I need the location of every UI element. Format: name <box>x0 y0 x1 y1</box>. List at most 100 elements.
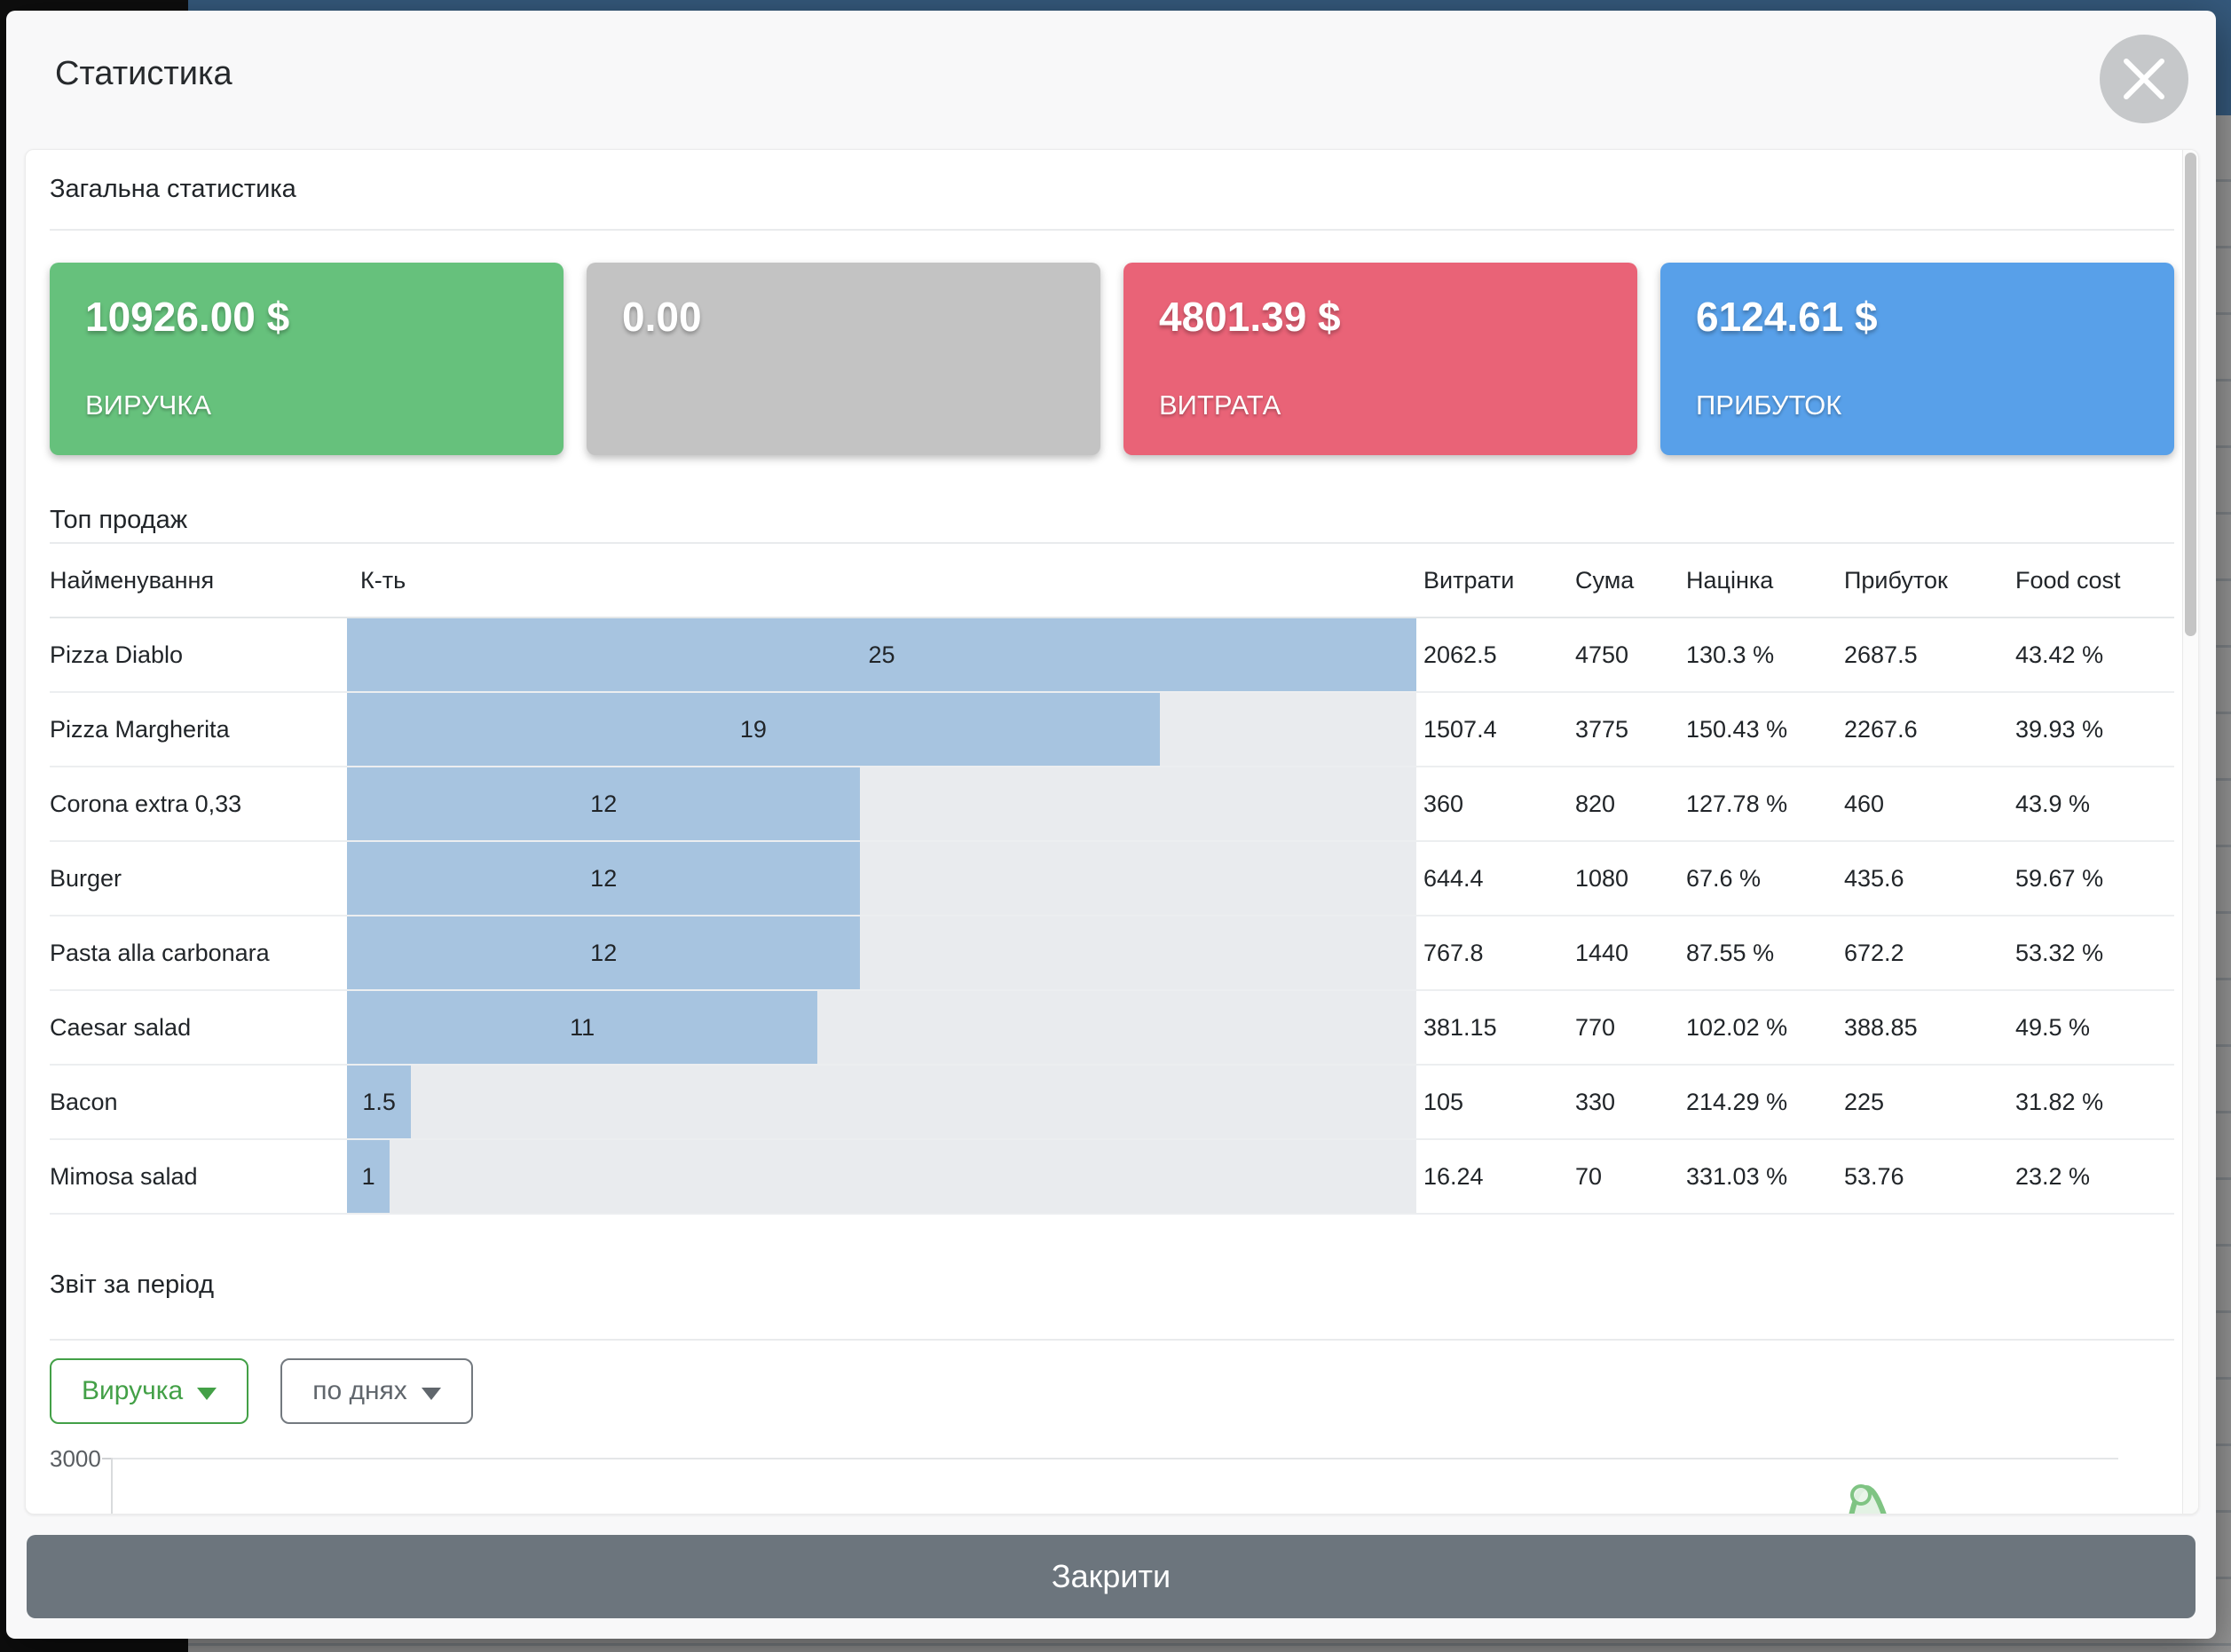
cell-qty-bar: 25 <box>347 618 1423 691</box>
cell-sum: 1080 <box>1575 864 1629 892</box>
qty-bar: 12 <box>347 842 861 915</box>
cell-qty-bar: 12 <box>347 842 1423 915</box>
stat-card-0: 10926.00 $ ВИРУЧКА <box>50 263 564 455</box>
chevron-down-icon <box>421 1387 441 1400</box>
cell-name: Corona extra 0,33 <box>50 790 242 817</box>
metric-dropdown[interactable]: Виручка <box>50 1358 249 1424</box>
table-header-row: Найменування К-ть Витрати Сума Націнка П… <box>50 542 2174 618</box>
cell-expenses: 644.4 <box>1423 864 1484 892</box>
cell-name: Pizza Margherita <box>50 715 230 743</box>
cell-name: Mimosa salad <box>50 1162 198 1190</box>
cell-qty-bar: 1 <box>347 1140 1423 1213</box>
general-stats-title: Загальна статистика <box>50 175 296 203</box>
scrollbar-thumb[interactable] <box>2185 153 2196 636</box>
top-sales-title: Топ продаж <box>50 506 188 534</box>
cell-name: Caesar salad <box>50 1013 192 1041</box>
qty-value: 19 <box>739 715 767 743</box>
cell-expenses: 1507.4 <box>1423 715 1497 743</box>
qty-bar: 1 <box>347 1140 390 1213</box>
cell-qty-bar: 1.5 <box>347 1066 1423 1138</box>
chevron-down-icon <box>197 1387 217 1400</box>
cell-markup: 67.6 % <box>1686 864 1762 892</box>
cell-foodcost: 23.2 % <box>2015 1162 2091 1190</box>
qty-value: 12 <box>590 864 618 892</box>
qty-bar: 11 <box>347 991 818 1064</box>
qty-bar-track: 1.5 <box>347 1066 1416 1138</box>
stat-card-label: ВИТРАТА <box>1159 389 1281 421</box>
stat-card-label: ПРИБУТОК <box>1696 389 1842 421</box>
cell-expenses: 105 <box>1423 1088 1464 1115</box>
qty-value: 1.5 <box>362 1088 396 1115</box>
cell-name: Pizza Diablo <box>50 641 184 668</box>
stat-card-value: 10926.00 $ <box>85 294 290 340</box>
statistics-modal: Статистика Загальна статистика 10926.00 … <box>6 11 2216 1639</box>
qty-value: 11 <box>570 1013 595 1041</box>
table-row: Pizza Margherita 19 1507.4 3775 150.43 % 2267… <box>50 693 2174 767</box>
qty-bar: 12 <box>347 916 861 989</box>
column-header-expenses: Витрати <box>1423 566 1515 594</box>
cell-markup: 127.78 % <box>1686 790 1788 817</box>
cell-foodcost: 59.67 % <box>2015 864 2104 892</box>
cell-profit: 225 <box>1844 1088 1885 1115</box>
cell-profit: 435.6 <box>1844 864 1904 892</box>
cell-expenses: 2062.5 <box>1423 641 1497 668</box>
period-report-title: Звіт за період <box>50 1270 215 1299</box>
cell-profit: 53.76 <box>1844 1162 1904 1190</box>
qty-bar-track: 12 <box>347 916 1416 989</box>
stat-cards-row: 10926.00 $ ВИРУЧКА 0.00 4801.39 $ ВИТРАТА 612… <box>50 263 2174 455</box>
cell-sum: 770 <box>1575 1013 1616 1041</box>
cell-sum: 1440 <box>1575 939 1629 966</box>
column-header-sum: Сума <box>1575 566 1635 594</box>
close-button[interactable] <box>2100 35 2188 123</box>
column-header-qty: К-ть <box>360 566 406 594</box>
cell-markup: 331.03 % <box>1686 1162 1788 1190</box>
y-axis-line <box>111 1458 113 1514</box>
cell-foodcost: 39.93 % <box>2015 715 2104 743</box>
table-row: Caesar salad 11 381.15 770 102.02 % 388.85 49.… <box>50 991 2174 1066</box>
cell-sum: 3775 <box>1575 715 1629 743</box>
grouping-dropdown[interactable]: по днях <box>280 1358 473 1424</box>
qty-value: 12 <box>590 939 618 966</box>
cell-profit: 2687.5 <box>1844 641 1918 668</box>
cell-profit: 388.85 <box>1844 1013 1918 1041</box>
y-axis-tick <box>102 1458 111 1459</box>
cell-sum: 4750 <box>1575 641 1629 668</box>
cell-foodcost: 43.9 % <box>2015 790 2091 817</box>
table-row: Mimosa salad 1 16.24 70 331.03 % 53.76 23.2 % <box>50 1140 2174 1215</box>
metric-dropdown-label: Виручка <box>82 1376 184 1405</box>
qty-value: 1 <box>361 1162 375 1190</box>
qty-value: 12 <box>590 790 618 817</box>
cell-name: Pasta alla carbonara <box>50 939 270 966</box>
page-title: Статистика <box>55 55 233 92</box>
stat-card-value: 6124.61 $ <box>1696 294 1878 340</box>
column-header-markup: Націнка <box>1686 566 1774 594</box>
qty-bar: 19 <box>347 693 1160 766</box>
period-chart: 3000 <box>50 1445 2174 1514</box>
grouping-dropdown-label: по днях <box>312 1376 407 1405</box>
cell-expenses: 16.24 <box>1423 1162 1484 1190</box>
qty-bar-track: 1 <box>347 1140 1416 1213</box>
table-body: Pizza Diablo 25 2062.5 4750 130.3 % 2687.5 43.… <box>50 618 2174 1215</box>
stat-card-value: 0.00 <box>622 294 702 340</box>
stat-card-2: 4801.39 $ ВИТРАТА <box>1123 263 1637 455</box>
qty-value: 25 <box>868 641 895 668</box>
qty-bar-track: 12 <box>347 767 1416 840</box>
divider <box>50 229 2174 231</box>
close-modal-button[interactable]: Закрити <box>27 1535 2196 1618</box>
cell-profit: 2267.6 <box>1844 715 1918 743</box>
cell-sum: 70 <box>1575 1162 1603 1190</box>
cell-profit: 672.2 <box>1844 939 1904 966</box>
qty-bar: 1.5 <box>347 1066 412 1138</box>
statistics-card: Загальна статистика 10926.00 $ ВИРУЧКА 0.0… <box>25 149 2199 1514</box>
card-scrollbar <box>2182 150 2198 1514</box>
y-axis-tick-label: 3000 <box>50 1445 101 1472</box>
cell-expenses: 767.8 <box>1423 939 1484 966</box>
cell-qty-bar: 11 <box>347 991 1423 1064</box>
table-row: Pasta alla carbonara 12 767.8 1440 87.55 % 67… <box>50 916 2174 991</box>
top-sales-table: Найменування К-ть Витрати Сума Націнка П… <box>50 542 2174 1215</box>
qty-bar-track: 11 <box>347 991 1416 1064</box>
cell-foodcost: 53.32 % <box>2015 939 2104 966</box>
cell-qty-bar: 12 <box>347 916 1423 989</box>
divider <box>50 1339 2174 1341</box>
column-header-name: Найменування <box>50 566 215 594</box>
